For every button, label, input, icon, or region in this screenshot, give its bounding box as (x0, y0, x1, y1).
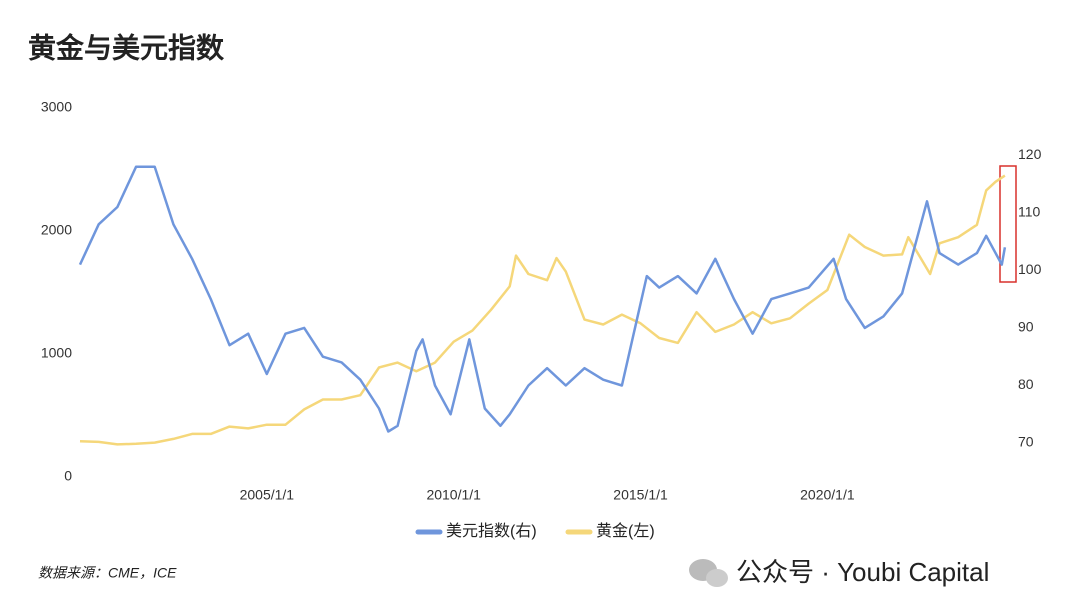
source-note: 数据来源：CME，ICE (38, 565, 177, 581)
legend-label: 美元指数(右) (446, 522, 537, 540)
y2-tick-label: 70 (1018, 434, 1034, 450)
highlight-box (999, 165, 1017, 283)
y-tick-label: 2000 (41, 222, 72, 238)
watermark-icon (689, 559, 728, 587)
x-tick-label: 2020/1/1 (800, 487, 855, 503)
chart-title: 黄金与美元指数 (28, 31, 225, 63)
watermark: 公众号 · Youbi Capital (736, 557, 989, 587)
y2-tick-label: 80 (1018, 376, 1034, 392)
y-tick-label: 0 (64, 468, 72, 484)
series-line (78, 165, 1007, 433)
y-tick-label: 1000 (41, 345, 72, 361)
series-line (79, 174, 1006, 446)
y2-tick-label: 90 (1018, 319, 1034, 335)
x-tick-label: 2015/1/1 (613, 487, 668, 503)
legend-label: 黄金(左) (596, 522, 655, 540)
x-tick-label: 2010/1/1 (426, 487, 481, 503)
y2-tick-label: 120 (1018, 146, 1042, 162)
x-tick-label: 2005/1/1 (240, 487, 295, 503)
y2-tick-label: 100 (1018, 261, 1042, 277)
y-tick-label: 3000 (41, 99, 72, 115)
y2-tick-label: 110 (1018, 203, 1041, 219)
